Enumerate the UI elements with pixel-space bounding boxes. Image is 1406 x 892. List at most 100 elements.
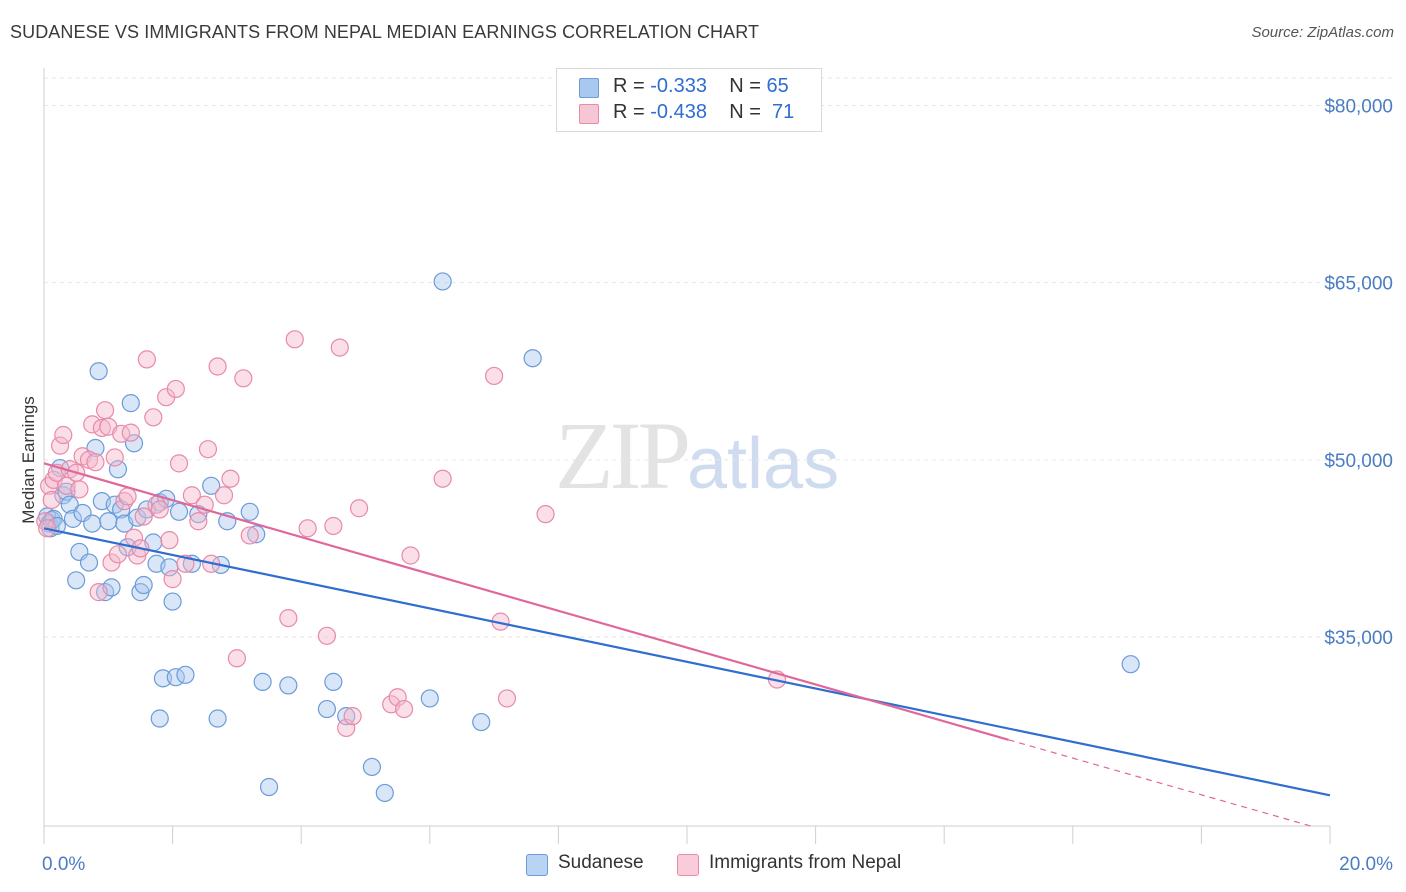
point-sudanese <box>89 362 108 381</box>
point-nepal <box>401 546 420 565</box>
legend-label-sudanese: Sudanese <box>558 852 644 873</box>
point-nepal <box>317 626 337 645</box>
point-nepal <box>198 440 218 459</box>
point-nepal <box>497 689 517 708</box>
point-sudanese <box>247 525 266 544</box>
point-nepal <box>221 469 240 488</box>
chart-source: Source: ZipAtlas.com <box>1251 24 1394 41</box>
point-nepal <box>105 448 124 467</box>
point-nepal <box>388 688 407 707</box>
n-value: 71 <box>772 101 795 123</box>
point-sudanese <box>150 709 169 728</box>
x-tick-labels: 0.0% 20.0% <box>42 854 1393 875</box>
trend-lines <box>43 462 1331 827</box>
watermark: ZIPatlas <box>555 400 839 511</box>
point-nepal <box>112 424 131 443</box>
point-nepal <box>137 350 156 369</box>
axes <box>43 68 1331 844</box>
point-nepal <box>121 423 140 442</box>
point-nepal <box>36 512 55 531</box>
point-sudanese <box>523 349 542 368</box>
point-nepal <box>433 469 452 488</box>
point-nepal <box>394 699 414 719</box>
y-tick-label: $65,000 <box>1324 274 1393 295</box>
point-nepal <box>208 357 227 376</box>
point-sudanese <box>83 514 102 533</box>
point-sudanese <box>317 699 337 719</box>
point-nepal <box>54 425 73 445</box>
r-value: -0.438 <box>650 101 707 123</box>
y-tick-label: $80,000 <box>1324 96 1393 117</box>
legend-row-text: R = -0.333 N = 65 <box>613 75 789 98</box>
trend-line-nepal <box>43 462 1009 741</box>
point-nepal <box>189 512 208 531</box>
trend-line-sudanese <box>43 527 1331 797</box>
point-nepal <box>285 330 304 349</box>
point-sudanese <box>253 672 272 691</box>
trend-line-nepal-extension <box>1008 739 1311 827</box>
point-nepal <box>108 545 128 564</box>
point-sudanese <box>163 592 182 611</box>
point-nepal <box>134 507 153 526</box>
n-label: N = <box>729 101 761 123</box>
point-nepal <box>227 649 246 668</box>
legend-swatch-pink <box>579 104 599 124</box>
point-nepal <box>279 608 298 628</box>
point-sudanese <box>60 495 79 514</box>
point-nepal <box>144 408 163 427</box>
r-value: -0.333 <box>650 75 707 97</box>
y-tick-labels: $35,000 $50,000 $65,000 $80,000 <box>1324 96 1393 649</box>
watermark-zip: ZIP <box>555 402 691 509</box>
point-nepal <box>330 338 349 357</box>
point-nepal <box>86 453 105 472</box>
point-sudanese <box>63 509 83 528</box>
r-label: R = <box>613 101 645 123</box>
point-nepal <box>234 369 253 388</box>
point-sudanese <box>121 394 140 413</box>
watermark-atlas: atlas <box>687 424 840 504</box>
point-sudanese <box>86 438 105 458</box>
point-nepal <box>324 516 343 536</box>
point-nepal <box>160 531 179 550</box>
point-nepal <box>70 480 89 499</box>
point-nepal <box>89 583 108 602</box>
point-nepal <box>92 418 111 438</box>
point-sudanese <box>124 434 144 453</box>
point-sudanese <box>324 672 343 691</box>
point-nepal <box>169 454 189 473</box>
legend-label-nepal: Immigrants from Nepal <box>709 852 902 873</box>
legend-swatch-blue <box>579 78 599 98</box>
point-nepal <box>150 500 169 519</box>
series-nepal-points <box>36 330 787 738</box>
point-nepal <box>536 505 555 524</box>
point-sudanese <box>202 476 221 495</box>
correlation-legend: R = -0.333 N = 65 R = -0.438 N = 71 <box>556 68 822 132</box>
n-value: 65 <box>766 75 789 97</box>
point-nepal <box>118 487 137 506</box>
x-tick-label: 20.0% <box>1339 854 1393 875</box>
point-nepal <box>337 718 356 738</box>
point-sudanese <box>153 669 173 688</box>
point-nepal <box>214 486 234 505</box>
point-nepal <box>166 379 185 399</box>
point-sudanese <box>1121 655 1140 674</box>
point-nepal <box>95 401 115 420</box>
point-sudanese <box>134 575 153 595</box>
point-nepal <box>50 436 70 455</box>
x-tick-label: 0.0% <box>42 854 85 875</box>
legend-swatch-pink <box>677 854 699 876</box>
point-nepal <box>240 526 259 545</box>
legend-row-text: R = -0.438 N = 71 <box>613 101 794 124</box>
point-nepal <box>349 499 369 518</box>
legend-swatch-blue <box>526 854 548 876</box>
point-nepal <box>343 707 362 726</box>
point-sudanese <box>79 553 99 572</box>
point-sudanese <box>67 571 86 590</box>
point-sudanese <box>420 689 439 708</box>
point-nepal <box>42 490 61 510</box>
point-sudanese <box>362 757 382 777</box>
r-label: R = <box>613 75 645 97</box>
point-sudanese <box>208 709 227 728</box>
point-nepal <box>163 570 182 589</box>
point-sudanese <box>375 783 394 803</box>
